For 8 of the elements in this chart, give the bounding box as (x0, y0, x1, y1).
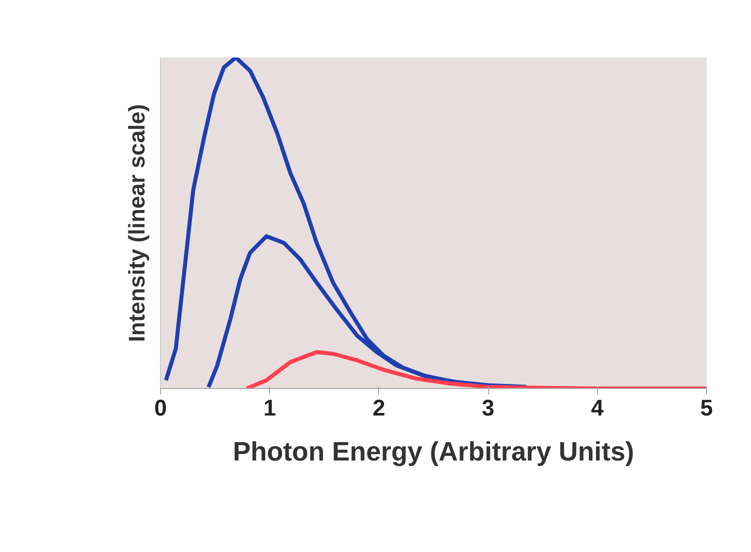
x-tick-label: 3 (482, 394, 494, 420)
x-tick-label: 4 (591, 394, 604, 420)
x-tick-label: 5 (700, 394, 713, 420)
x-tick-label: 0 (154, 394, 167, 420)
x-tick-label: 2 (372, 394, 386, 420)
x-tick-label: 1 (263, 394, 276, 420)
y-axis-title: Intensity (linear scale) (124, 104, 150, 342)
x-axis-title: Photon Energy (Arbitrary Units) (232, 436, 634, 466)
